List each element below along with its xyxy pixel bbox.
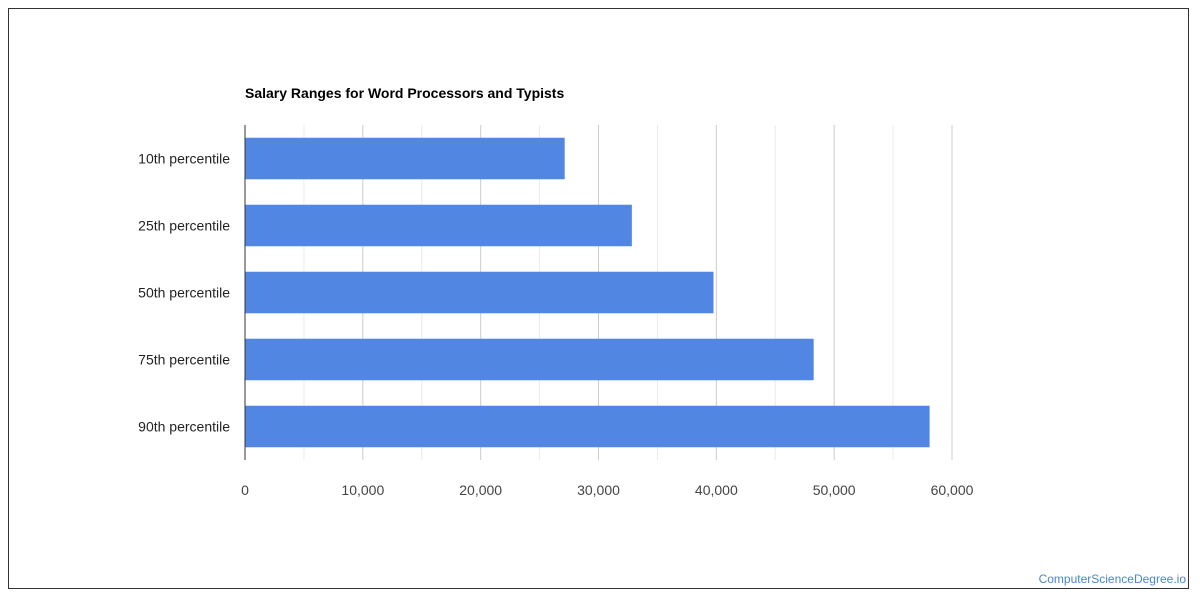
x-tick-label: 40,000	[695, 482, 738, 498]
x-tick-label: 60,000	[931, 482, 974, 498]
bar	[245, 338, 814, 381]
x-tick-label: 50,000	[813, 482, 856, 498]
category-label: 25th percentile	[138, 218, 230, 234]
bar	[245, 204, 632, 247]
bar	[245, 137, 565, 180]
chart-title: Salary Ranges for Word Processors and Ty…	[245, 85, 565, 101]
category-label: 10th percentile	[138, 151, 230, 167]
x-tick-label: 10,000	[341, 482, 384, 498]
category-label: 90th percentile	[138, 419, 230, 435]
bar	[245, 405, 930, 448]
category-label: 75th percentile	[138, 352, 230, 368]
x-tick-label: 20,000	[459, 482, 502, 498]
x-tick-label: 30,000	[577, 482, 620, 498]
category-label: 50th percentile	[138, 285, 230, 301]
x-tick-label: 0	[241, 482, 249, 498]
bar	[245, 271, 714, 314]
watermark-link[interactable]: ComputerScienceDegree.io	[1038, 572, 1186, 586]
